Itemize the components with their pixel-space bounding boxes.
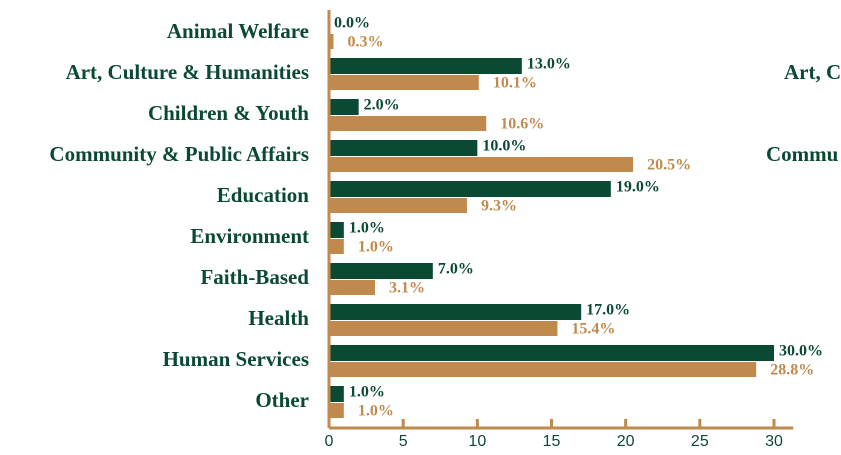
category-label: Other <box>255 388 309 412</box>
bar <box>329 198 467 213</box>
value-label: 1.0% <box>358 239 394 256</box>
bar <box>329 116 487 131</box>
value-label: 13.0% <box>527 56 571 73</box>
category-label: Community & Public Affairs <box>49 142 309 166</box>
category-label: Human Services <box>163 347 309 371</box>
bar <box>329 75 479 90</box>
value-label: 1.0% <box>349 384 385 401</box>
x-tick-label: 25 <box>691 433 709 450</box>
value-label: 10.1% <box>493 75 537 92</box>
value-label: 3.1% <box>389 280 425 297</box>
bar <box>329 181 611 197</box>
bar <box>329 34 334 49</box>
x-tick-label: 20 <box>617 433 635 450</box>
x-tick-label: 30 <box>765 433 783 450</box>
bar <box>329 345 774 361</box>
value-label: 28.8% <box>770 362 814 379</box>
bar <box>329 239 344 254</box>
value-label: 10.6% <box>500 116 544 133</box>
annotation: Commu <box>766 142 839 166</box>
bar <box>329 321 558 336</box>
category-label: Children & Youth <box>148 101 309 125</box>
value-label: 15.4% <box>571 321 615 338</box>
x-tick-label: 5 <box>399 433 408 450</box>
bar <box>329 386 344 402</box>
bar <box>329 58 522 74</box>
value-label: 30.0% <box>779 343 823 360</box>
value-label: 2.0% <box>364 97 400 114</box>
bar <box>329 403 344 418</box>
value-label: 17.0% <box>586 302 630 319</box>
x-tick-label: 15 <box>543 433 561 450</box>
value-label: 20.5% <box>647 157 691 174</box>
value-label: 9.3% <box>481 198 517 215</box>
value-label: 1.0% <box>358 403 394 420</box>
x-tick-label: 0 <box>325 433 334 450</box>
value-label: 10.0% <box>482 138 526 155</box>
category-label: Animal Welfare <box>167 19 309 43</box>
value-label: 1.0% <box>349 220 385 237</box>
value-label: 19.0% <box>616 179 660 196</box>
bar <box>329 280 375 295</box>
bar <box>329 362 757 377</box>
value-label: 0.3% <box>347 34 383 51</box>
bar <box>329 304 582 320</box>
category-label: Education <box>217 183 310 207</box>
bar <box>329 99 359 115</box>
value-label: 7.0% <box>438 261 474 278</box>
bar <box>329 157 634 172</box>
bar <box>329 140 478 156</box>
bar <box>329 222 344 238</box>
category-label: Art, Culture & Humanities <box>66 60 309 84</box>
category-label: Health <box>248 306 309 330</box>
x-tick-label: 10 <box>468 433 486 450</box>
bar <box>329 263 433 279</box>
value-label: 0.0% <box>334 15 370 32</box>
category-label: Environment <box>190 224 309 248</box>
category-label: Faith-Based <box>200 265 309 289</box>
annotation: Art, C <box>784 60 841 84</box>
